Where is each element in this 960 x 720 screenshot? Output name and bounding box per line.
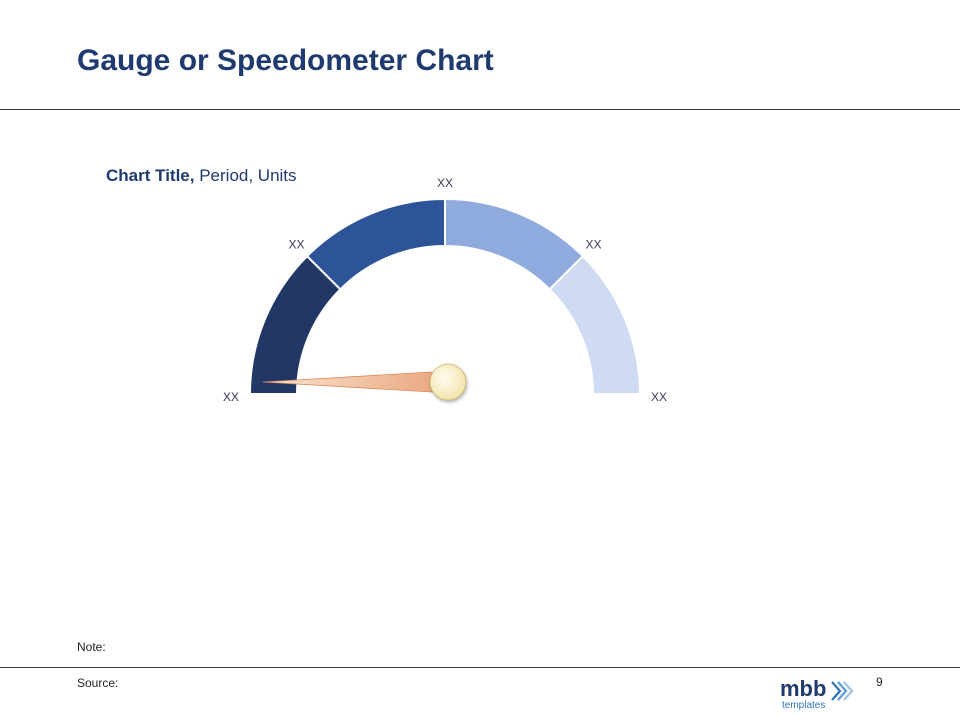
gauge-tick-label: XX xyxy=(651,390,667,404)
slide-title: Gauge or Speedometer Chart xyxy=(77,44,494,77)
top-divider xyxy=(0,109,960,110)
logo-brand: mbb xyxy=(780,676,826,701)
gauge-segment-4 xyxy=(548,254,642,395)
gauge-tick-label: XX xyxy=(223,390,239,404)
chart-title-rest: Period, Units xyxy=(194,166,297,185)
chart-title: Chart Title, Period, Units xyxy=(106,166,297,186)
gauge-segment-2 xyxy=(305,197,446,291)
gauge-tick-label: XX xyxy=(288,238,304,252)
gauge-needle-hub xyxy=(429,363,467,401)
logo-sub: templates xyxy=(782,700,825,710)
chart-title-bold: Chart Title, xyxy=(106,166,195,185)
gauge-tick-label: XX xyxy=(437,176,453,190)
gauge-tick-label: XX xyxy=(585,238,601,252)
page-number: 9 xyxy=(876,675,883,689)
source-label: Source: xyxy=(77,676,119,690)
bottom-divider xyxy=(0,667,960,668)
mbb-logo: mbb templates xyxy=(780,676,854,710)
note-label: Note: xyxy=(77,640,106,654)
